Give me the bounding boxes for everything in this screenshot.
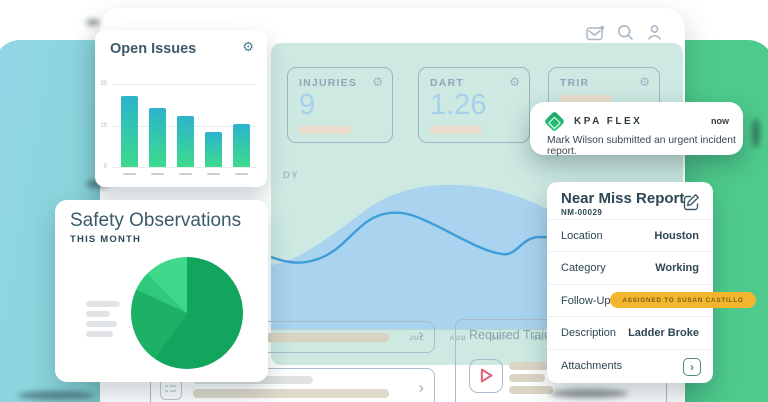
kpa-logo-icon bbox=[543, 110, 566, 133]
x-tick-placeholder bbox=[234, 172, 248, 175]
gear-icon[interactable]: ⚙ bbox=[639, 75, 650, 89]
month-label: JUL bbox=[409, 335, 425, 342]
placeholder-text-bar bbox=[86, 321, 117, 327]
safety-observations-card: Safety Observations THIS MONTH bbox=[55, 200, 268, 382]
notification-time: now bbox=[711, 116, 729, 126]
chevron-right-icon: › bbox=[418, 379, 424, 397]
gridline bbox=[112, 84, 256, 85]
chevron-right-icon: › bbox=[418, 326, 424, 344]
field-label: Location bbox=[561, 229, 603, 242]
mail-icon[interactable] bbox=[586, 25, 605, 41]
x-tick-placeholder bbox=[122, 172, 136, 175]
divider bbox=[547, 349, 713, 350]
bar bbox=[120, 96, 138, 167]
x-tick-placeholder bbox=[150, 172, 164, 175]
bar bbox=[148, 108, 166, 167]
attachments-open-icon[interactable]: › bbox=[683, 358, 701, 376]
open-issues-card: Open Issues ⚙ 20 10 0 bbox=[95, 30, 267, 187]
divider bbox=[547, 316, 713, 317]
field-label: Follow-Ups bbox=[561, 294, 617, 307]
kpi-value: 1.26 bbox=[430, 89, 487, 121]
divider bbox=[547, 284, 713, 285]
kpi-label: DART bbox=[430, 77, 464, 89]
field-row: Category Working bbox=[561, 251, 699, 284]
shadow-smudge bbox=[752, 118, 760, 148]
edit-icon[interactable] bbox=[681, 192, 701, 217]
placeholder-text-bar bbox=[509, 386, 553, 394]
kpi-card-injuries: INJURIES ⚙ 9 bbox=[287, 67, 393, 143]
report-id: NM-00029 bbox=[561, 208, 603, 217]
divider bbox=[547, 219, 713, 220]
push-notification[interactable]: KPA FLEX now Mark Wilson submitted an ur… bbox=[530, 102, 743, 157]
placeholder-text-bar bbox=[193, 333, 389, 342]
user-icon[interactable] bbox=[646, 24, 663, 41]
card-title: Safety Observations bbox=[70, 210, 242, 231]
placeholder-text-bar bbox=[86, 331, 113, 337]
shadow-smudge bbox=[86, 19, 100, 26]
near-miss-report-card: Near Miss Report NM-00029 Location Houst… bbox=[547, 182, 756, 383]
shadow-smudge bbox=[550, 389, 628, 398]
month-label: OCT bbox=[532, 335, 550, 342]
gear-icon[interactable]: ⚙ bbox=[509, 75, 520, 89]
legend-placeholder bbox=[86, 301, 120, 341]
topbar bbox=[586, 24, 663, 41]
placeholder-text-bar bbox=[509, 362, 553, 370]
field-value: Ladder Broke bbox=[628, 326, 699, 339]
y-tick-label: 20 bbox=[100, 81, 107, 87]
panel-title: Required Training bbox=[469, 328, 568, 342]
placeholder-text-bar bbox=[193, 389, 389, 398]
field-row: Follow-Ups bbox=[561, 284, 699, 317]
field-label: Category bbox=[561, 261, 606, 274]
placeholder-text-bar bbox=[509, 374, 545, 382]
month-label: AUG bbox=[449, 335, 467, 342]
divider bbox=[547, 251, 713, 252]
field-row: Attachments bbox=[561, 349, 699, 382]
field-label: Description bbox=[561, 326, 617, 339]
pie-chart bbox=[131, 257, 243, 369]
month-label: SEP bbox=[491, 335, 508, 342]
kpi-label: INJURIES bbox=[299, 77, 358, 89]
placeholder-text-bar bbox=[86, 311, 110, 317]
x-tick-placeholder bbox=[178, 172, 192, 175]
x-axis bbox=[271, 328, 683, 330]
gear-icon[interactable]: ⚙ bbox=[372, 75, 383, 89]
play-button[interactable] bbox=[469, 359, 503, 393]
x-tick-placeholder bbox=[206, 172, 220, 175]
bar bbox=[204, 132, 222, 167]
y-tick-label: 0 bbox=[103, 164, 107, 170]
card-title: Near Miss Report bbox=[561, 190, 685, 207]
bar bbox=[232, 123, 250, 167]
gridline bbox=[112, 167, 256, 168]
field-row: Description Ladder Broke bbox=[561, 316, 699, 349]
card-title: Open Issues bbox=[110, 41, 197, 57]
kpi-label: TRIR bbox=[560, 77, 590, 89]
shadow-smudge bbox=[18, 391, 94, 400]
y-tick-label: 10 bbox=[100, 122, 107, 129]
card-subtitle: THIS MONTH bbox=[70, 234, 142, 245]
kpi-placeholder-bar bbox=[560, 95, 612, 103]
play-icon bbox=[480, 368, 493, 383]
assigned-badge: ASSIGNED TO SUSAN CASTILLO bbox=[610, 292, 756, 308]
bar bbox=[176, 115, 194, 167]
kpi-placeholder-bar bbox=[299, 126, 351, 135]
field-value: Working bbox=[655, 261, 699, 274]
placeholder-text-bar bbox=[86, 301, 120, 307]
search-icon[interactable] bbox=[617, 24, 634, 41]
notification-app-name: KPA FLEX bbox=[574, 116, 643, 127]
field-label: Attachments bbox=[561, 359, 623, 372]
trend-chart-title-fragment: DY bbox=[283, 170, 300, 181]
assigned-badge-text: ASSIGNED TO SUSAN CASTILLO bbox=[622, 296, 744, 304]
kpi-card-dart: DART ⚙ 1.26 bbox=[418, 67, 530, 143]
field-row: Location Houston bbox=[561, 219, 699, 252]
kpi-value: 9 bbox=[299, 89, 316, 121]
field-value: Houston bbox=[654, 229, 699, 242]
gear-icon[interactable]: ⚙ bbox=[242, 39, 254, 54]
notification-message: Mark Wilson submitted an urgent incident… bbox=[547, 135, 736, 157]
kpi-placeholder-bar bbox=[430, 126, 482, 135]
